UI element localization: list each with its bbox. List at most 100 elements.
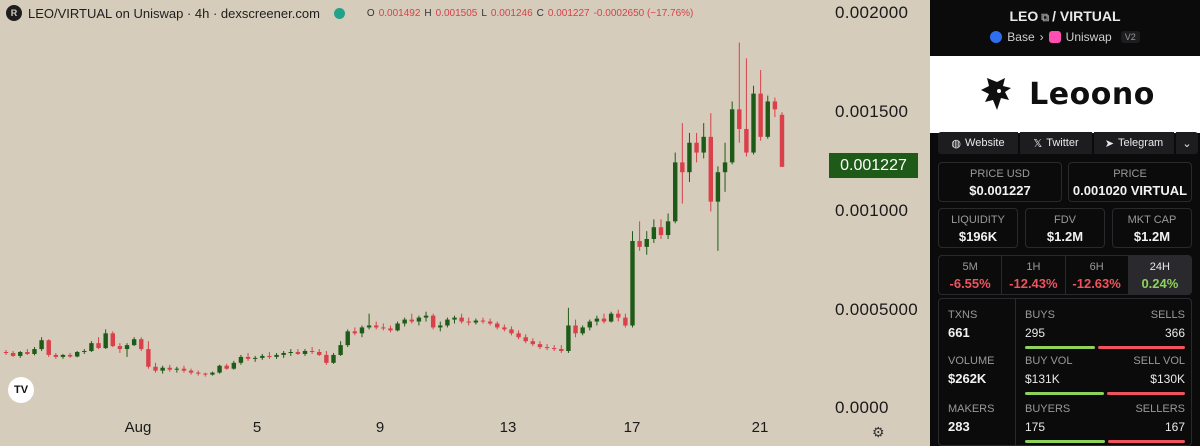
candle-body-up — [395, 323, 400, 331]
makers-stat: MAKERS 283 — [948, 403, 994, 434]
candle — [82, 349, 87, 354]
candle — [680, 123, 685, 204]
candle — [409, 313, 415, 324]
price-tick-label: 0.0000 — [835, 398, 889, 417]
candle-body-down — [3, 351, 9, 353]
website-link[interactable]: ◍ Website — [938, 132, 1018, 154]
candle-body-up — [60, 354, 66, 357]
globe-icon: ◍ — [951, 137, 962, 150]
date-tick-label: 17 — [623, 419, 641, 436]
candle-body-up — [274, 354, 279, 357]
candle — [46, 339, 51, 357]
candle-body-down — [117, 346, 123, 350]
base-token-symbol: LEO — [1009, 8, 1039, 24]
candle — [345, 329, 350, 348]
candle-body-up — [238, 356, 244, 363]
sells-value: 366 — [1164, 326, 1185, 340]
candle-body-down — [245, 356, 251, 359]
candle-body-down — [267, 355, 272, 357]
candle — [317, 349, 322, 356]
dex-name[interactable]: Uniswap — [1065, 30, 1112, 44]
candle — [288, 349, 293, 356]
candle — [587, 319, 592, 331]
candle-body-down — [309, 351, 315, 353]
twitter-link[interactable]: 𝕏 Twitter — [1020, 132, 1092, 154]
candle — [252, 355, 258, 362]
candle — [658, 219, 664, 240]
pair-info-panel: LEO ⧉ / VIRTUAL Base › Uniswap V2 Leoono ◍… — [930, 0, 1200, 446]
tab-5m[interactable]: 5M -6.55% — [939, 256, 1003, 294]
market-cap-label: MKT CAP — [1127, 214, 1177, 226]
tradingview-logo-icon[interactable]: TV — [8, 377, 34, 403]
chart-header: R LEO/VIRTUAL on Uniswap · 4h · dexscree… — [6, 4, 693, 22]
candle — [559, 345, 564, 353]
candle-body-down — [737, 109, 742, 129]
candle — [181, 365, 187, 373]
visibility-toggle-icon[interactable] — [333, 7, 345, 19]
makers-label: MAKERS — [948, 403, 995, 415]
chart-settings-icon[interactable]: ⚙ — [872, 424, 885, 440]
candle-body-up — [217, 365, 222, 373]
candle — [608, 311, 614, 323]
tab-24h[interactable]: 24H 0.24% — [1128, 256, 1191, 294]
sellers-label: SELLERS — [1135, 403, 1185, 415]
chevron-right-icon: › — [1039, 30, 1044, 44]
candle — [281, 351, 286, 358]
liquidity-card: LIQUIDITY $196K — [938, 208, 1018, 248]
candle — [366, 313, 372, 330]
sell-volume-value: $130K — [1150, 372, 1185, 386]
candle-body-up — [281, 352, 286, 355]
candle-body-down — [537, 344, 543, 348]
candle — [616, 309, 621, 322]
txns-stat: TXNS 661 — [948, 309, 977, 340]
price-tick-label: 0.0005000 — [835, 300, 919, 319]
liquidity-value: $196K — [958, 229, 998, 244]
market-cap-value: $1.2M — [1133, 229, 1171, 244]
candle — [395, 321, 400, 332]
candle — [146, 341, 151, 369]
candle — [10, 351, 16, 357]
candle — [772, 97, 778, 118]
candle-body-down — [744, 128, 749, 153]
candle — [18, 351, 23, 358]
candle — [473, 318, 479, 325]
candle-body-up — [651, 227, 657, 240]
fdv-value: $1.2M — [1046, 229, 1084, 244]
candle — [267, 351, 272, 359]
candlestick-plot[interactable] — [0, 0, 830, 446]
candle — [352, 327, 358, 336]
volume-label: VOLUME — [948, 355, 995, 367]
telegram-link[interactable]: ➤ Telegram — [1094, 132, 1174, 154]
candle-body-up — [729, 109, 735, 163]
candle-body-up — [644, 239, 649, 247]
candle — [167, 364, 172, 372]
candle — [580, 325, 585, 336]
candle-body-down — [46, 340, 51, 355]
candle — [452, 315, 457, 324]
candle-body-up — [82, 351, 87, 353]
candle-body-down — [53, 354, 59, 357]
txns-value: 661 — [948, 325, 970, 340]
candle — [779, 112, 785, 167]
candle — [737, 42, 742, 143]
buys-bar — [1025, 346, 1096, 349]
tab-change-value: -6.55% — [949, 276, 991, 291]
chart-title: LEO/VIRTUAL on Uniswap · 4h · dexscreene… — [28, 5, 320, 21]
candle-body-up — [252, 357, 258, 359]
chain-name[interactable]: Base — [1007, 30, 1035, 44]
candle — [203, 372, 208, 377]
tab-label: 6H — [1089, 261, 1104, 273]
tab-6h[interactable]: 6H -12.63% — [1066, 256, 1129, 294]
liquidity-label: LIQUIDITY — [951, 214, 1005, 226]
candle-body-up — [587, 321, 592, 328]
more-links-button[interactable]: ⌄ — [1176, 132, 1198, 154]
social-links: ◍ Website 𝕏 Twitter ➤ Telegram ⌄ — [938, 132, 1200, 154]
copy-address-icon[interactable]: ⧉ — [1041, 12, 1050, 24]
candle — [3, 350, 9, 355]
tab-1h[interactable]: 1H -12.43% — [1002, 256, 1066, 294]
candle-body-down — [25, 351, 30, 354]
candle-body-down — [96, 343, 101, 349]
price-chart[interactable]: R LEO/VIRTUAL on Uniswap · 4h · dexscree… — [0, 0, 930, 446]
candle — [751, 85, 756, 155]
candle — [238, 354, 244, 365]
